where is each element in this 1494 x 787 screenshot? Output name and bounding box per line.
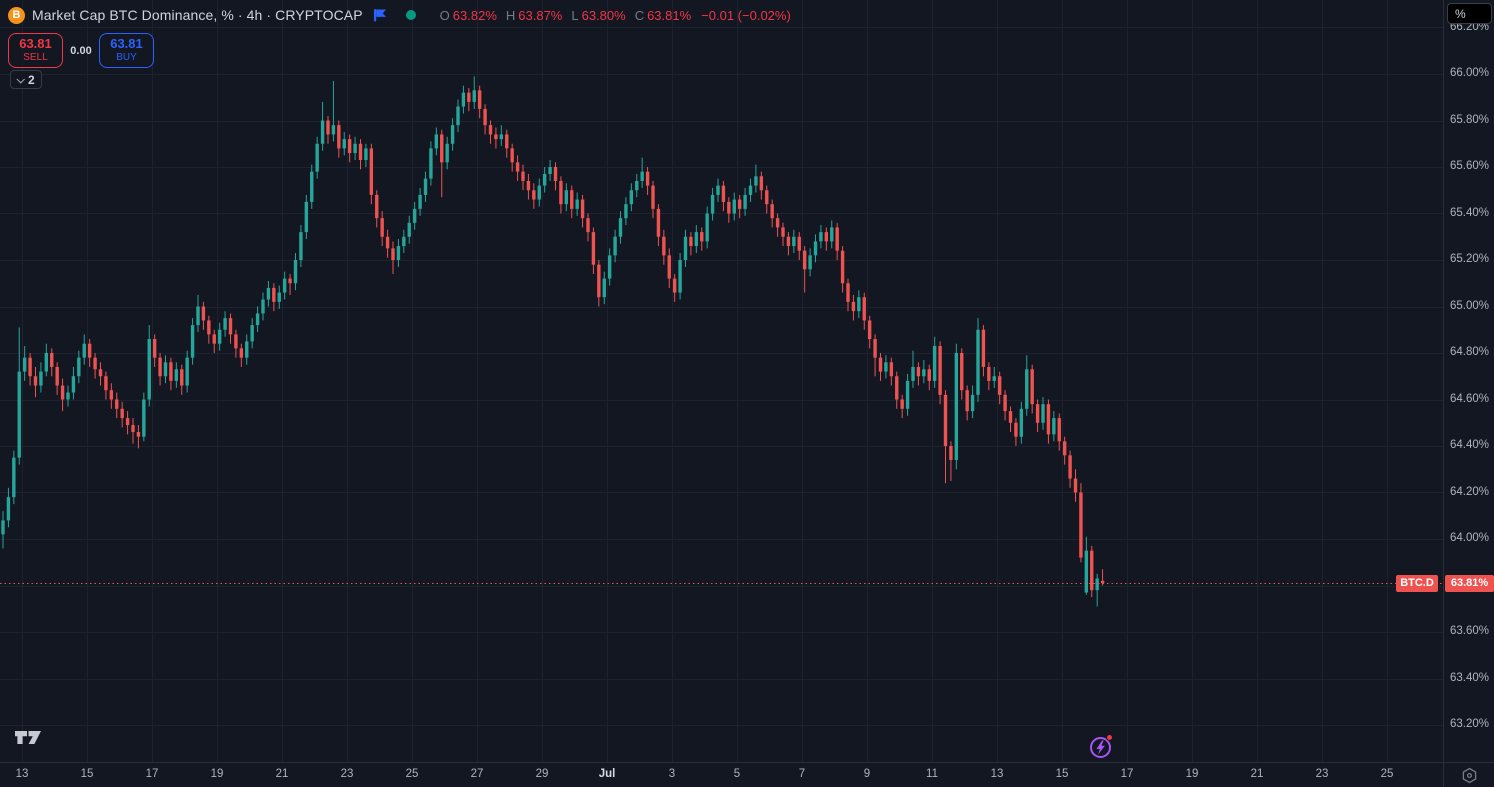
time-tick-label: 13 [15, 768, 29, 780]
time-tick-label: 15 [80, 768, 94, 780]
object-tree-count: 2 [28, 72, 35, 87]
price-unit-button[interactable]: % [1447, 3, 1492, 24]
trade-buttons-row: 63.81 SELL 0.00 63.81 BUY [8, 33, 791, 68]
time-tick-label: 25 [405, 768, 419, 780]
chevron-down-icon [16, 74, 25, 84]
price-tick-label: 65.00% [1450, 299, 1490, 312]
lightning-icon[interactable] [1089, 734, 1113, 759]
price-tick-label: 65.20% [1450, 253, 1490, 265]
chart-legend: B Market Cap BTC Dominance, % · 4h · CRY… [8, 5, 791, 89]
price-tick-label: 65.80% [1450, 113, 1490, 126]
sell-label: SELL [23, 52, 48, 64]
time-tick-label: 5 [733, 768, 741, 780]
grid-layer [0, 0, 1443, 762]
price-tick-label: 64.00% [1450, 532, 1490, 544]
time-tick-label: 23 [1315, 768, 1329, 780]
flag-icon[interactable] [373, 8, 387, 22]
time-tick-label: 27 [470, 768, 484, 780]
time-tick-label: 23 [340, 768, 354, 780]
change-value: −0.01 (−0.02%) [701, 7, 791, 23]
time-tick-label: 17 [145, 768, 159, 780]
close-label: C [634, 7, 645, 23]
time-tick-label: 21 [275, 768, 289, 780]
high-label: H [505, 7, 516, 23]
time-tick-label: 19 [1185, 768, 1199, 780]
lightning-ring [1090, 737, 1111, 758]
ohlc-readout: O 63.82% H 63.87% L 63.80% C 63.81% −0.01 (−… [434, 8, 791, 23]
buy-price: 63.81 [110, 36, 143, 52]
low-label: L [571, 7, 579, 23]
price-tick-label: 64.20% [1450, 485, 1490, 498]
symbol-price-flag: BTC.D [1396, 574, 1438, 592]
price-tick-label: 63.20% [1450, 718, 1490, 730]
low-value: 63.80% [581, 7, 626, 23]
spread-value: 0.00 [70, 44, 92, 57]
price-tick-label: 63.40% [1450, 671, 1490, 684]
chart-pane[interactable]: B Market Cap BTC Dominance, % · 4h · CRY… [0, 0, 1443, 762]
price-tick-label: 66.00% [1450, 67, 1490, 79]
axis-corner [1443, 762, 1494, 787]
sell-price: 63.81 [19, 36, 52, 52]
open-value: 63.82% [452, 7, 497, 23]
candles-layer [1, 76, 1105, 607]
hexagon-settings-icon[interactable] [1461, 767, 1478, 784]
bitcoin-icon: B [8, 6, 25, 24]
time-tick-label: 7 [798, 768, 806, 780]
status-dot-icon[interactable] [405, 10, 416, 20]
price-tick-label: 65.60% [1450, 160, 1490, 172]
time-tick-label: 25 [1380, 768, 1394, 780]
time-tick-label: Jul [598, 768, 616, 780]
time-tick-label: 15 [1055, 768, 1069, 780]
tradingview-logo[interactable] [14, 728, 44, 751]
time-axis[interactable]: 13 15 17 19 21 23 25 27 29 Jul 3 5 7 9 11 13 15 17 19 21 23 2… [0, 762, 1443, 787]
close-value: 63.81% [647, 7, 692, 23]
time-tick-label: 21 [1250, 768, 1264, 780]
price-tick-label: 64.40% [1450, 439, 1490, 451]
buy-label: BUY [116, 52, 137, 64]
time-tick-label: 3 [668, 768, 676, 780]
high-value: 63.87% [518, 7, 563, 23]
time-tick-label: 13 [990, 768, 1004, 780]
time-tick-label: 17 [1120, 768, 1134, 780]
notification-dot [1106, 734, 1113, 741]
time-tick-label: 11 [926, 768, 938, 780]
symbol-title-row: B Market Cap BTC Dominance, % · 4h · CRY… [8, 5, 791, 25]
last-price-badge: 63.81% [1445, 574, 1494, 592]
sell-button[interactable]: 63.81 SELL [8, 33, 63, 68]
price-axis[interactable]: % 63.81% 66.20% 66.00% 65.80% 65.60% 65.40% 6… [1443, 0, 1494, 762]
open-label: O [439, 7, 450, 23]
price-tick-label: 63.60% [1450, 625, 1490, 637]
chart-canvas[interactable] [0, 0, 1443, 762]
symbol-title[interactable]: Market Cap BTC Dominance, % · 4h · CRYPT… [32, 7, 363, 23]
buy-button[interactable]: 63.81 BUY [99, 33, 154, 68]
price-tick-label: 64.80% [1450, 346, 1490, 358]
object-tree-collapse-button[interactable]: 2 [10, 70, 42, 89]
time-tick-label: 19 [210, 768, 224, 780]
time-tick-label: 9 [863, 768, 871, 780]
price-tick-label: 64.60% [1450, 392, 1490, 405]
time-tick-label: 29 [535, 768, 549, 780]
price-tick-label: 65.40% [1450, 206, 1490, 219]
